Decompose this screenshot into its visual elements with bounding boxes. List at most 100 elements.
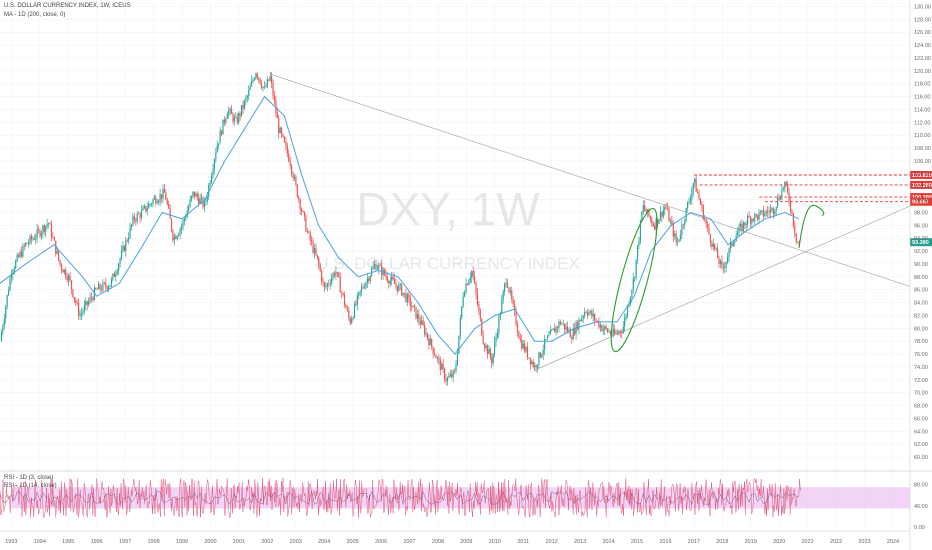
candle-body <box>379 265 381 267</box>
candle-body <box>525 347 527 352</box>
price-tick-label: 126.00 <box>914 30 931 36</box>
candle-body <box>532 361 534 368</box>
candle-body <box>644 205 646 210</box>
time-tick-label: 1999 <box>176 539 188 545</box>
candle-body <box>483 344 486 348</box>
legend-rsi-ma[interactable]: RSI - 1D (14, close) <box>4 483 57 489</box>
candle-body <box>213 159 216 170</box>
candle-body <box>206 196 208 202</box>
candle-body <box>701 204 703 206</box>
candle-body <box>536 364 539 368</box>
candle-body <box>315 248 317 255</box>
candle-body <box>632 278 634 291</box>
candle-body <box>210 175 213 183</box>
candle-body <box>192 191 194 196</box>
candle-body <box>715 248 717 250</box>
candle-body <box>288 153 290 162</box>
candle-body <box>242 105 244 109</box>
candle-body <box>37 229 40 231</box>
candle-body <box>652 223 654 226</box>
legend-ma[interactable]: MA - 1D (200, close, 0) <box>4 12 66 18</box>
candle-body <box>309 232 311 241</box>
time-tick-label: 2020 <box>773 539 785 545</box>
candle-body <box>158 200 160 203</box>
candle-body <box>223 119 226 123</box>
candle-body <box>256 73 258 78</box>
candle-body <box>86 301 88 305</box>
candle-body <box>676 241 679 243</box>
candle-body <box>688 201 690 203</box>
candle-body <box>228 110 230 115</box>
candle-body <box>429 339 431 345</box>
candle-body <box>794 225 796 234</box>
candle-body <box>35 237 37 240</box>
candle-body <box>458 335 460 354</box>
candle-body <box>562 323 564 325</box>
candle-body <box>386 276 388 282</box>
price-tick-label: 96.00 <box>914 223 928 229</box>
candle-body <box>439 359 441 370</box>
price-tick-label: 110.00 <box>914 133 930 139</box>
candle-body <box>685 207 687 221</box>
candle-body <box>574 328 576 335</box>
candle-body <box>122 246 124 251</box>
candle-body <box>526 347 529 358</box>
candle-body <box>684 220 686 225</box>
time-tick-label: 2019 <box>745 539 757 545</box>
candle-body <box>149 203 151 205</box>
candle-body <box>16 254 18 261</box>
candle-body <box>665 207 667 209</box>
ascending-trendline <box>534 205 911 371</box>
candle-body <box>791 209 793 214</box>
candle-body <box>118 263 120 271</box>
candle-body <box>481 319 483 336</box>
candle-body <box>222 119 224 135</box>
time-tick-label: 2000 <box>204 539 216 545</box>
candle-body <box>522 343 524 349</box>
candle-body <box>200 197 203 199</box>
candle-body <box>428 338 430 345</box>
candle-body <box>695 178 697 193</box>
candle-body <box>172 230 174 241</box>
candle-body <box>448 376 450 378</box>
legend-title[interactable]: U.S. DOLLAR CURRENCY INDEX, 1W, ICEUS <box>4 3 131 9</box>
candle-body <box>119 258 121 264</box>
price-tick-label: 112.00 <box>914 120 930 126</box>
candle-body <box>198 197 200 205</box>
candle-body <box>426 332 429 339</box>
candle-body <box>524 343 526 352</box>
time-tick-label: 1997 <box>119 539 131 545</box>
candle-body <box>351 319 353 324</box>
candle-body <box>482 335 484 345</box>
candle-body <box>717 248 719 259</box>
candle-body <box>120 250 123 259</box>
candle-body <box>718 258 720 264</box>
candle-body <box>65 269 67 278</box>
candle-body <box>108 286 110 290</box>
candle-body <box>456 353 459 365</box>
candle-body <box>239 113 241 116</box>
candle-body <box>305 216 307 232</box>
candle-body <box>160 194 163 199</box>
candle-body <box>629 297 632 305</box>
candle-body <box>285 142 287 146</box>
candle-body <box>552 328 554 330</box>
legend-rsi[interactable]: RSI - 1D (3, close) <box>4 475 54 481</box>
candle-body <box>544 339 546 350</box>
candle-body <box>751 219 753 224</box>
candle-body <box>27 242 30 244</box>
candle-body <box>42 225 44 233</box>
candle-body <box>452 370 454 378</box>
candle-body <box>741 224 743 231</box>
candle-body <box>93 288 95 301</box>
candle-body <box>279 128 281 134</box>
rsi-pane <box>0 470 932 519</box>
candle-body <box>106 286 108 290</box>
candle-body <box>446 377 449 382</box>
candle-body <box>306 231 308 233</box>
candle-body <box>615 332 617 334</box>
candle-body <box>293 176 296 179</box>
annotation-ellipse <box>610 207 658 353</box>
candle-body <box>798 241 800 245</box>
